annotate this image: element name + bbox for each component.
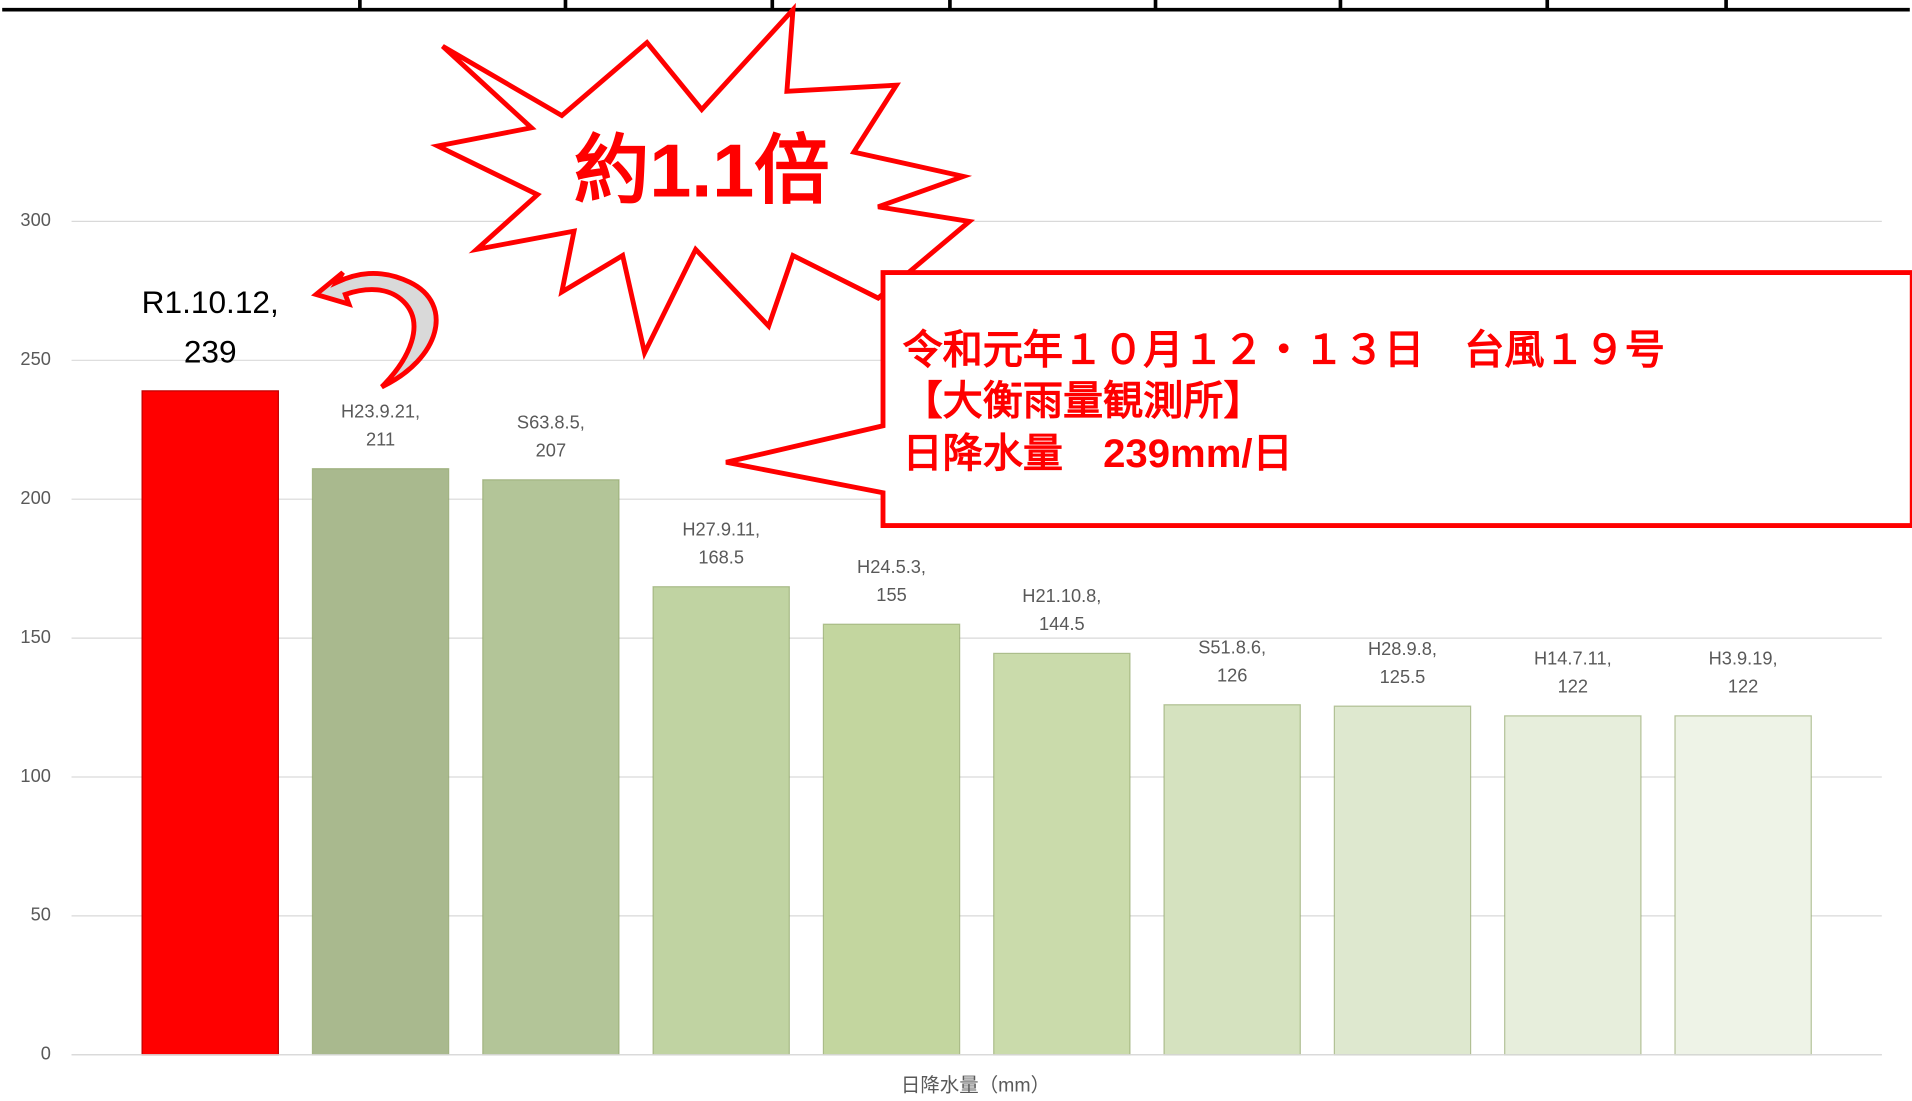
- callout-line: 【大衡雨量観測所】: [902, 379, 1263, 424]
- bar: [652, 586, 790, 1056]
- data-label-category: S63.8.5,: [517, 412, 585, 433]
- data-label-category: H24.5.3,: [857, 556, 926, 577]
- data-label-value: 155: [876, 584, 906, 605]
- data-label-category: H21.10.8,: [1022, 585, 1101, 606]
- bar: [993, 652, 1131, 1056]
- burst-text: 約1.1倍: [574, 128, 830, 212]
- data-label-category: S51.8.6,: [1198, 637, 1266, 658]
- bar: [141, 390, 279, 1056]
- data-label-category: H27.9.11,: [682, 519, 760, 540]
- bar: [1504, 715, 1642, 1056]
- callout-box: [725, 270, 1912, 528]
- data-label-category: R1.10.12,: [142, 284, 279, 320]
- curved-arrow: [310, 270, 439, 390]
- data-label-value: 168.5: [698, 547, 744, 568]
- y-tick-label: 300: [20, 209, 50, 230]
- data-label-value: 122: [1558, 676, 1588, 697]
- data-label-value: 239: [184, 334, 237, 370]
- y-tick-label: 100: [20, 765, 50, 786]
- y-tick-label: 200: [20, 487, 50, 508]
- bar: [1674, 715, 1812, 1056]
- data-label-value: 211: [366, 428, 395, 449]
- y-tick-label: 150: [20, 626, 50, 647]
- bar: [1333, 705, 1472, 1056]
- callout-line: 日降水量 239mm/日: [902, 431, 1292, 476]
- data-label-value: 126: [1217, 665, 1247, 686]
- data-label-value: 144.5: [1039, 613, 1085, 634]
- data-label-category: H3.9.19,: [1709, 648, 1778, 669]
- callout-line: 令和元年１０月１２・１３日 台風１９号: [902, 327, 1664, 372]
- bar: [822, 623, 961, 1056]
- data-label-value: 207: [536, 440, 566, 461]
- data-label-category: H14.7.11,: [1534, 648, 1612, 669]
- data-label-value: 122: [1728, 676, 1758, 697]
- y-tick-label: 250: [20, 348, 50, 369]
- y-tick-label: 50: [31, 904, 51, 925]
- x-axis-label: 日降水量（mm）: [901, 1075, 1050, 1097]
- table-border: [2, 0, 1910, 12]
- bar: [311, 468, 450, 1056]
- data-label-value: 125.5: [1380, 666, 1426, 687]
- y-tick-label: 0: [41, 1043, 51, 1064]
- plot: 0 50 100 150 200 250 300 日降水量（mm） R1.10.12, 239 H2…: [20, 209, 1882, 1097]
- bar: [482, 479, 620, 1056]
- data-label-category: H23.9.21,: [341, 400, 420, 421]
- starburst: [430, 2, 976, 361]
- data-label-category: H28.9.8,: [1368, 638, 1437, 659]
- bar: [1163, 704, 1301, 1056]
